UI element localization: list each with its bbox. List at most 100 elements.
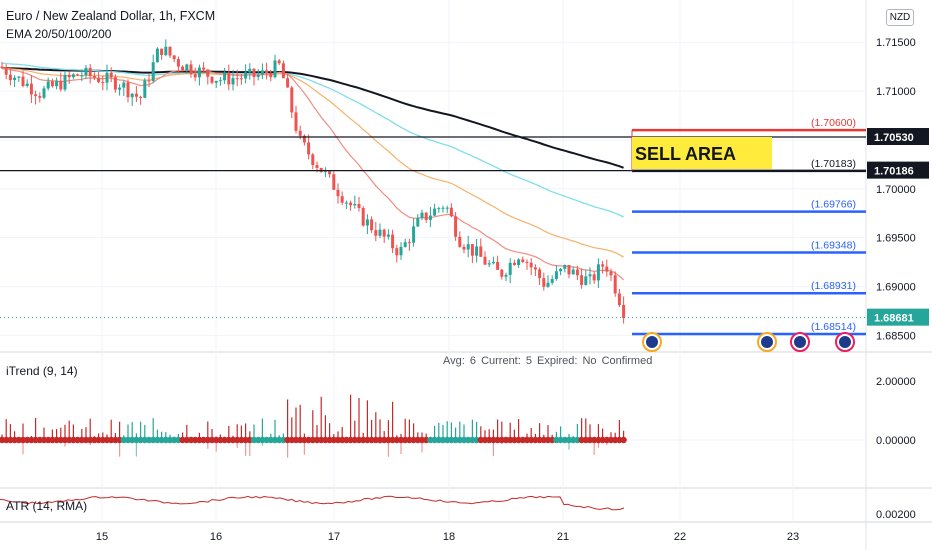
ema-100-line xyxy=(1,62,624,218)
candle-body xyxy=(521,259,525,262)
candle-body xyxy=(395,248,399,256)
candle-body xyxy=(328,171,332,175)
candle-body xyxy=(588,274,592,277)
candle-body xyxy=(592,274,596,281)
candle-body xyxy=(407,242,411,244)
y-tick-label: 1.69500 xyxy=(876,233,916,245)
candle-body xyxy=(525,261,529,263)
price-axis[interactable]: 1.715001.710001.705001.700001.695001.690… xyxy=(867,37,929,521)
candle-body xyxy=(281,63,285,79)
candle-body xyxy=(433,208,437,216)
candle-body xyxy=(601,264,605,267)
candle-body xyxy=(449,207,453,217)
candle-body xyxy=(155,48,159,63)
candle-body xyxy=(42,88,46,98)
candle-body xyxy=(109,72,113,78)
candle-body xyxy=(500,269,504,277)
x-tick-label: 21 xyxy=(557,531,569,543)
level-label: (1.69766) xyxy=(811,199,856,211)
candle-body xyxy=(554,271,558,279)
candle-body xyxy=(479,246,483,257)
atr-pane xyxy=(0,495,625,511)
candle-body xyxy=(386,234,390,237)
candle-body xyxy=(4,68,8,75)
candle-body xyxy=(118,87,122,90)
candle-body xyxy=(147,80,151,82)
candle-body xyxy=(445,207,449,209)
candle-body xyxy=(139,96,143,98)
candle-body xyxy=(277,60,281,64)
candle-body xyxy=(80,75,84,77)
candle-body xyxy=(143,80,147,98)
level-label: (1.68514) xyxy=(811,321,856,333)
candle-body xyxy=(596,264,600,281)
time-axis[interactable]: 15 16 17 18 21 22 23 xyxy=(96,531,799,543)
candle-body xyxy=(134,93,138,97)
y-tick-label: 1.70000 xyxy=(876,184,916,196)
candle-body xyxy=(462,246,466,250)
price-tag-bg xyxy=(867,128,929,146)
candle-body xyxy=(542,278,546,287)
candle-body xyxy=(55,80,59,87)
candle-body xyxy=(206,69,210,77)
candle-body xyxy=(122,82,126,88)
candle-body xyxy=(580,275,584,285)
candle-body xyxy=(332,174,336,190)
candle-body xyxy=(273,60,277,78)
candle-body xyxy=(538,269,542,279)
itrend-tick-label: 2.00000 xyxy=(876,376,916,388)
candle-body xyxy=(105,72,109,83)
atr-label[interactable]: ATR (14, RMA) xyxy=(6,499,88,513)
candle-body xyxy=(269,73,273,78)
candle-body xyxy=(17,76,21,78)
candle-body xyxy=(311,154,315,166)
candle-body xyxy=(470,244,474,256)
candle-body xyxy=(227,72,231,85)
candle-body xyxy=(76,74,80,76)
candle-body xyxy=(567,265,571,275)
candle-body xyxy=(420,212,424,218)
currency-button[interactable]: NZD xyxy=(886,9,914,26)
y-tick-label: 1.71000 xyxy=(876,86,916,98)
candle-body xyxy=(357,204,361,209)
candle-body xyxy=(218,80,222,82)
candle-body xyxy=(374,230,378,236)
ema-indicator-label[interactable]: EMA 20/50/100/200 xyxy=(6,27,112,41)
candle-body xyxy=(336,189,340,197)
sell-area-box[interactable]: SELL AREA xyxy=(632,137,772,169)
candle-body xyxy=(126,82,130,98)
candle-body xyxy=(315,165,319,168)
candle-body xyxy=(50,81,54,87)
candle-body xyxy=(416,217,420,227)
candle-body xyxy=(38,96,42,98)
y-tick-label: 1.68500 xyxy=(876,330,916,342)
candle-body xyxy=(428,215,432,220)
info-row: Avg: 6 Current: 5 Expired: No Confirmed xyxy=(443,355,652,367)
candle-body xyxy=(252,68,256,77)
candle-body xyxy=(378,229,382,236)
candle-body xyxy=(302,135,306,143)
candle-body xyxy=(25,83,29,86)
candle-body xyxy=(475,246,479,256)
candle-body xyxy=(437,208,441,210)
candle-body xyxy=(412,226,416,243)
info-avg: Avg: 6 xyxy=(443,355,476,367)
info-confirmed: Confirmed xyxy=(601,355,653,367)
candle-body xyxy=(202,67,206,70)
candle-body xyxy=(563,265,567,269)
price-tag-label: 1.70530 xyxy=(874,132,914,144)
candle-body xyxy=(403,242,407,247)
itrend-label[interactable]: iTrend (9, 14) xyxy=(6,364,78,378)
ema-200-line xyxy=(1,67,624,169)
candle-body xyxy=(491,261,495,264)
candle-body xyxy=(575,269,579,276)
x-tick-label: 16 xyxy=(210,531,222,543)
candle-body xyxy=(399,246,403,256)
candle-body xyxy=(113,77,117,90)
candle-body xyxy=(559,268,563,272)
candle-body xyxy=(487,263,491,265)
candle-body xyxy=(265,70,269,74)
candle-body xyxy=(29,83,33,95)
candle-body xyxy=(256,74,260,77)
